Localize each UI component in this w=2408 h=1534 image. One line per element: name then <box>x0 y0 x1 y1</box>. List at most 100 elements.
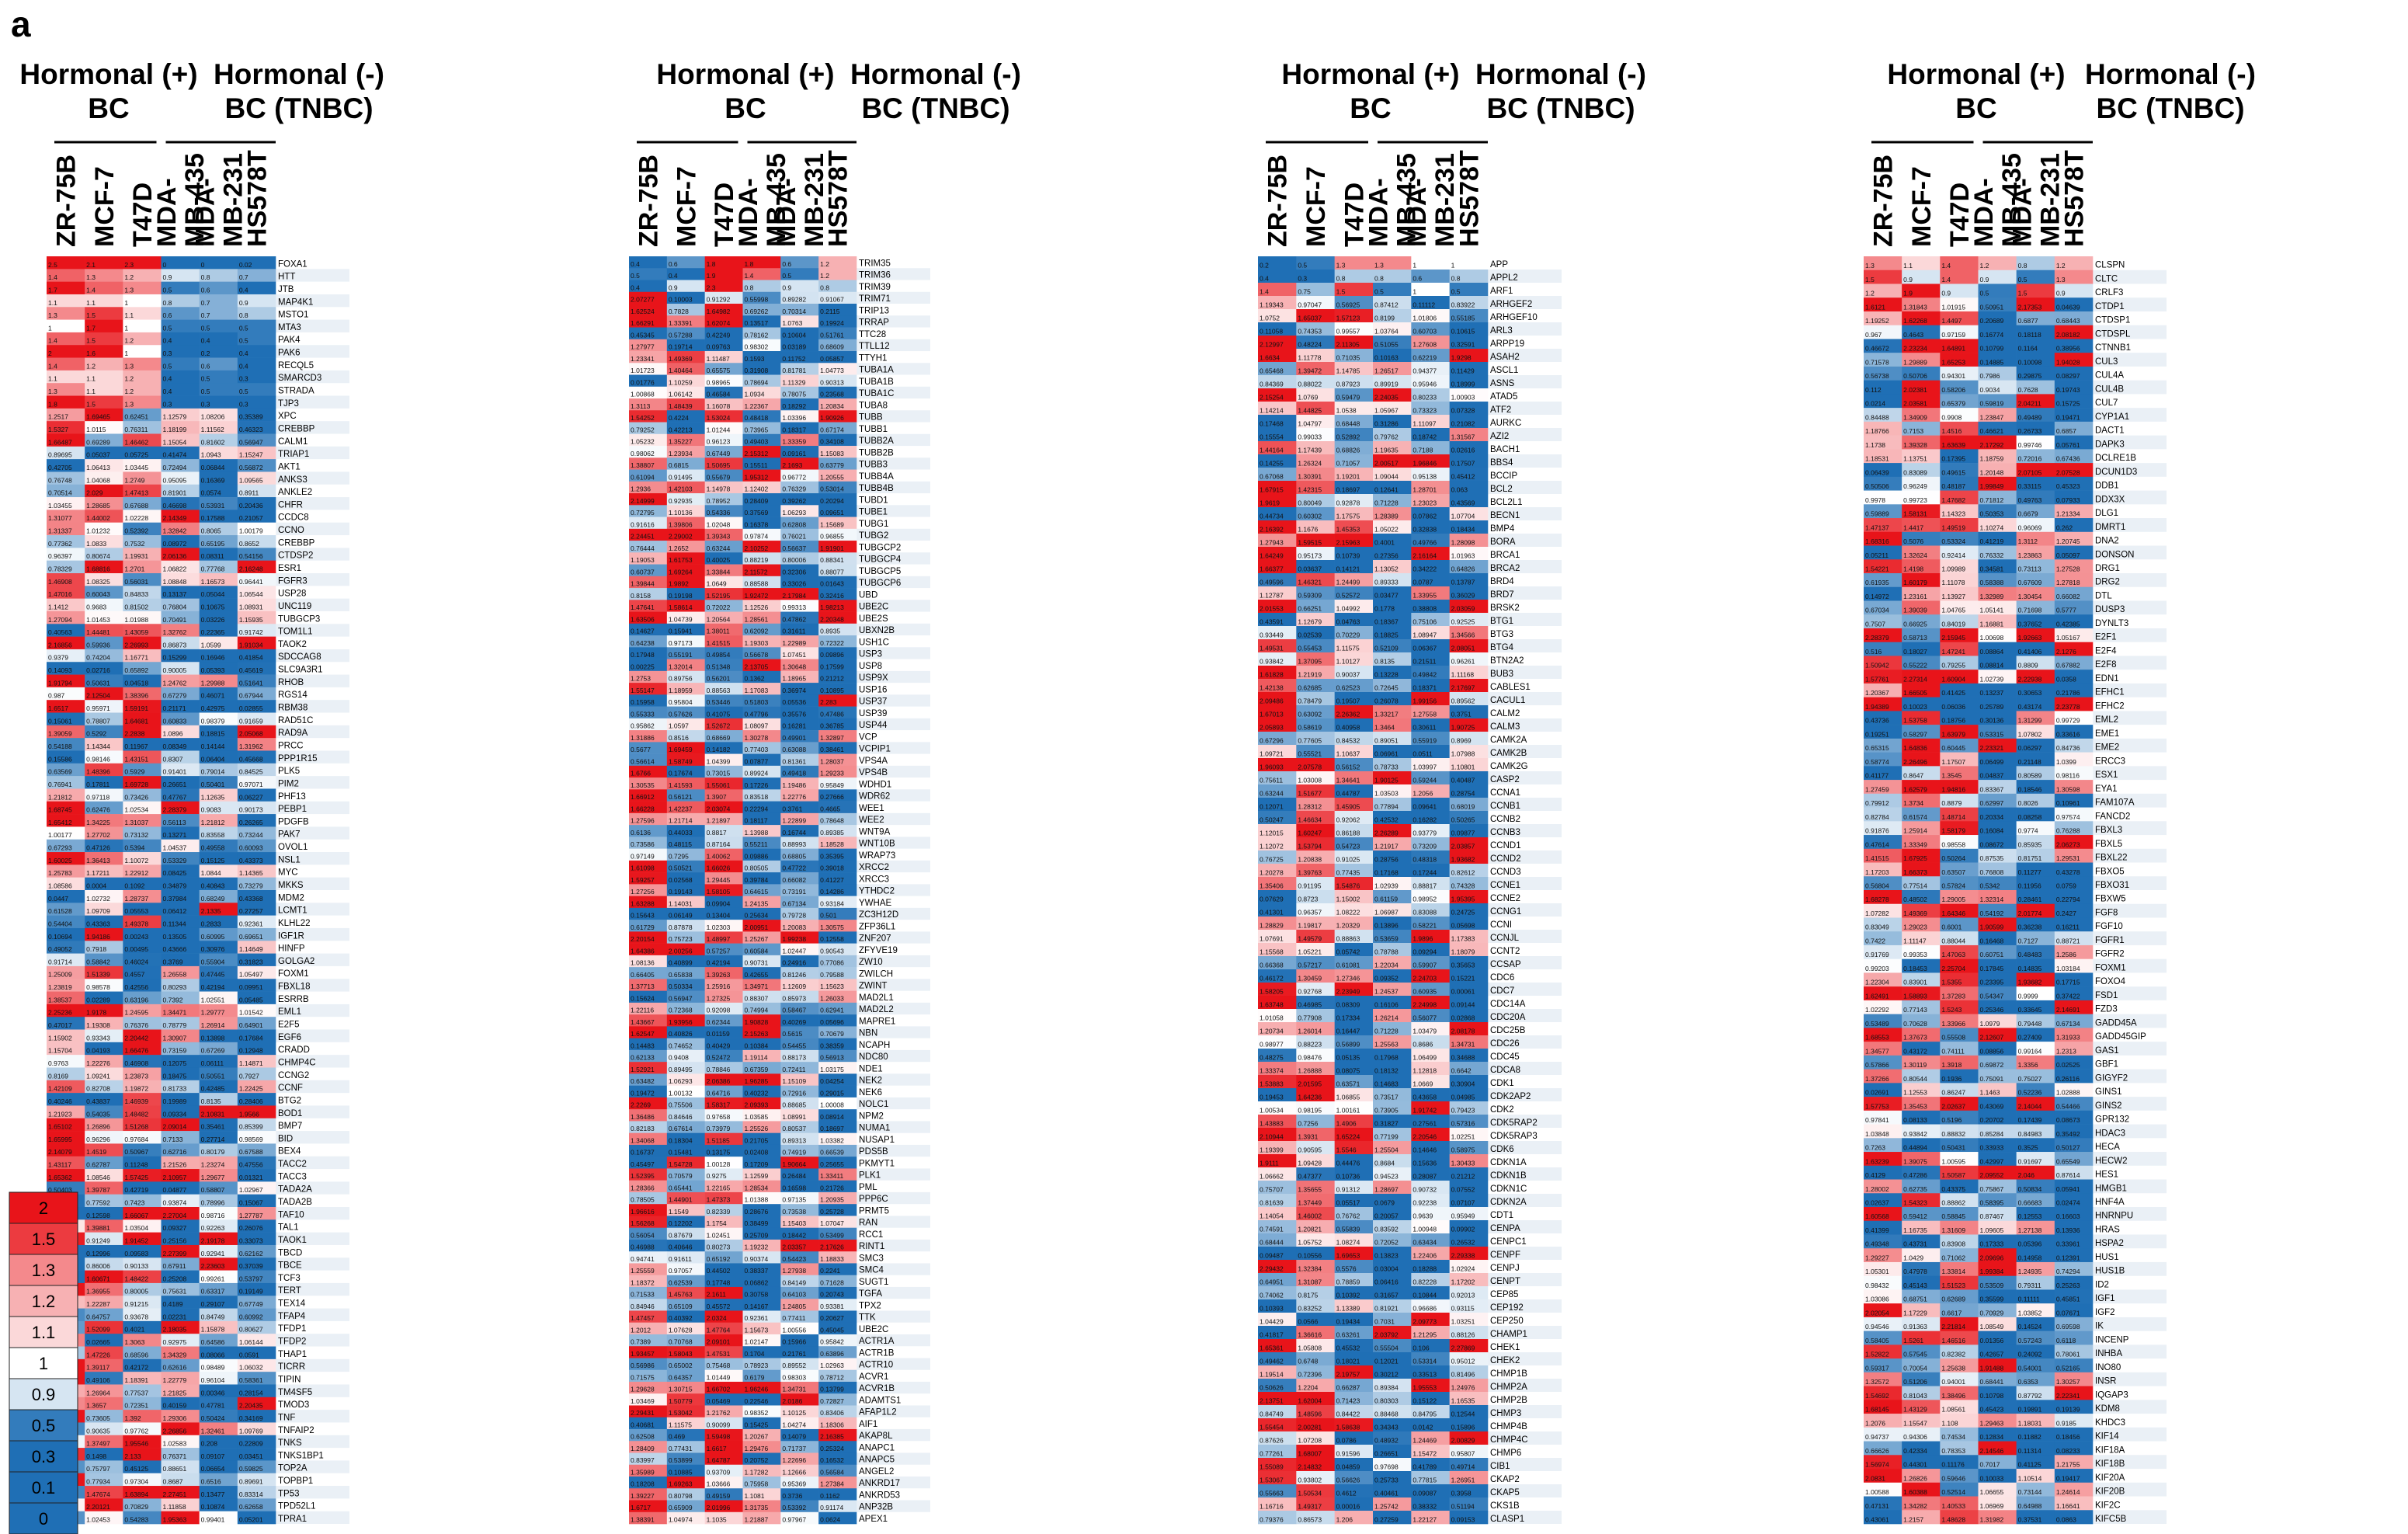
cell-value-label: 1.17203 <box>1865 868 1889 876</box>
cell-value-label: 0.53329 <box>163 857 187 864</box>
cell-value-label: 0.40429 <box>707 1042 731 1049</box>
cell-value-label: 0.73905 <box>1374 1107 1399 1115</box>
cell-value-label: 0.56804 <box>1865 882 1889 890</box>
cell-value-label: 0.8135 <box>1374 658 1395 666</box>
cell-value-label: 1.21897 <box>707 817 731 825</box>
cell-value-label: 0.66082 <box>2056 593 2080 600</box>
cell-value-label: 1.03764 <box>1374 328 1399 336</box>
cell-value-label: 0.13898 <box>201 1034 225 1042</box>
cell-value-label: 0.28676 <box>745 1208 769 1216</box>
gene-label: CCNI <box>1490 920 1512 930</box>
cell-value-label: 1.38807 <box>631 461 655 469</box>
cell-value-label: 0.09896 <box>820 651 844 659</box>
cell-value-label: 0.63092 <box>1298 711 1322 718</box>
cell-value-label: 0.45619 <box>239 666 263 674</box>
cell-value-label: 0.20294 <box>820 497 844 505</box>
gene-label: MSTO1 <box>278 311 308 320</box>
cell-value-label: 0.94741 <box>631 1255 655 1263</box>
cell-value-label: 0.96397 <box>48 552 72 560</box>
heatmap-cell <box>85 738 123 751</box>
cell-value-label: 1.63748 <box>1260 1001 1284 1009</box>
cell-value-label: 0.72022 <box>707 604 731 611</box>
cell-value-label: 1.67013 <box>1260 711 1284 718</box>
cell-value-label: 0.45497 <box>631 1160 655 1168</box>
cell-value-label: 1.18306 <box>820 1421 844 1428</box>
cell-value-label: 0.4 <box>239 350 248 357</box>
gene-label: TUBGCP4 <box>859 555 902 565</box>
cell-value-label: 0.14683 <box>1374 1080 1399 1088</box>
cell-value-label: 0.34688 <box>1451 1054 1475 1062</box>
cell-value-label: 2.28379 <box>163 806 187 814</box>
cell-value-label: 0.22365 <box>201 628 225 636</box>
gene-label: ACTR10 <box>859 1361 893 1370</box>
row-stripe <box>276 294 349 308</box>
cell-value-label: 0.07877 <box>745 757 769 765</box>
heatmap-cell <box>123 560 162 574</box>
row-stripe <box>276 446 349 460</box>
cell-value-label: 1.15472 <box>1412 1450 1437 1458</box>
cell-value-label: 1.20834 <box>820 402 844 410</box>
cell-value-label: 0.64826 <box>1451 565 1475 573</box>
cell-value-label: 0.56614 <box>631 757 655 765</box>
cell-value-label: 0.54723 <box>1336 843 1360 850</box>
cell-value-label: 1 <box>124 350 128 357</box>
cell-value-label: 1.30391 <box>1298 473 1322 481</box>
heatmap-cell <box>47 535 85 548</box>
column-label: MDA- <box>772 178 801 247</box>
cell-value-label: 1.32624 <box>1903 551 1927 559</box>
gene-label: CDKN1C <box>1490 1184 1527 1194</box>
cell-value-label: 0.09334 <box>163 1110 187 1118</box>
cell-value-label: 1.07691 <box>1260 935 1284 943</box>
cell-value-label: 0.43837 <box>86 1097 110 1105</box>
cell-value-label: 0.62941 <box>820 1007 844 1014</box>
cell-value-label: 1.09709 <box>86 907 110 915</box>
cell-value-label: 1.4 <box>1260 288 1269 296</box>
cell-value-label: 0.93874 <box>163 1199 187 1207</box>
cell-value-label: 0.64615 <box>745 888 769 896</box>
cell-value-label: 0.18999 <box>1451 381 1475 388</box>
gene-label: MTA3 <box>278 323 301 332</box>
cell-value-label: 2.09773 <box>1412 1318 1437 1326</box>
cell-value-label: 0.97173 <box>669 639 693 647</box>
cell-value-label: 0.75468 <box>707 1362 731 1369</box>
cell-value-label: 0.11277 <box>2018 868 2041 876</box>
cell-value-label: 0.5 <box>163 286 172 294</box>
cell-value-label: 0.74652 <box>669 1042 693 1049</box>
gene-label: FBXL5 <box>2095 840 2122 849</box>
cell-value-label: 0.8652 <box>239 540 259 548</box>
cell-value-label: 0.02 <box>239 261 252 269</box>
cell-value-label: 0.22794 <box>2056 896 2080 903</box>
cell-value-label: 0.11956 <box>2018 882 2041 890</box>
gene-label: CHMP1B <box>1490 1369 1527 1379</box>
cell-value-label: 1.2517 <box>48 413 68 421</box>
gene-label: TUBGCP5 <box>859 567 901 576</box>
cell-value-label: 0.16282 <box>1412 816 1437 824</box>
cell-value-label: 0.3 <box>163 350 172 357</box>
cell-value-label: 0.80544 <box>1903 1075 1927 1083</box>
gene-label: USP8 <box>859 662 882 671</box>
cell-value-label: 0.08297 <box>2056 372 2080 380</box>
gene-label: TP53 <box>278 1489 300 1498</box>
gene-label: TACC2 <box>278 1160 307 1169</box>
cell-value-label: 0.54455 <box>782 1042 806 1049</box>
cell-value-label: 0.81733 <box>163 1085 187 1093</box>
cell-value-label: 1.05752 <box>1298 1239 1322 1247</box>
gene-label: CREBBP <box>278 538 315 548</box>
cell-value-label: 2.06386 <box>707 1077 731 1085</box>
cell-value-label: 1.0599 <box>201 641 221 649</box>
cell-value-label: 0.72351 <box>124 1402 148 1410</box>
gene-label: GINS2 <box>2095 1101 2122 1111</box>
cell-value-label: 0.45323 <box>2056 482 2080 490</box>
cell-value-label: 0.8 <box>1336 275 1346 283</box>
cell-value-label: 0.42719 <box>124 1186 148 1194</box>
cell-value-label: 2.27004 <box>163 1212 187 1219</box>
cell-value-label: 0.65192 <box>707 1255 731 1263</box>
cell-value-label: 1.11562 <box>201 426 224 433</box>
gene-label: UNC119 <box>278 602 311 611</box>
cell-value-label: 0.69872 <box>1980 1061 2004 1069</box>
cell-value-label: 0.93678 <box>124 1313 148 1320</box>
gene-label: BCL2L1 <box>1490 498 1523 507</box>
cell-value-label: 0.56986 <box>631 1362 655 1369</box>
cell-value-label: 0.05761 <box>2056 441 2080 449</box>
cell-value-label: 1.0763 <box>782 319 802 327</box>
